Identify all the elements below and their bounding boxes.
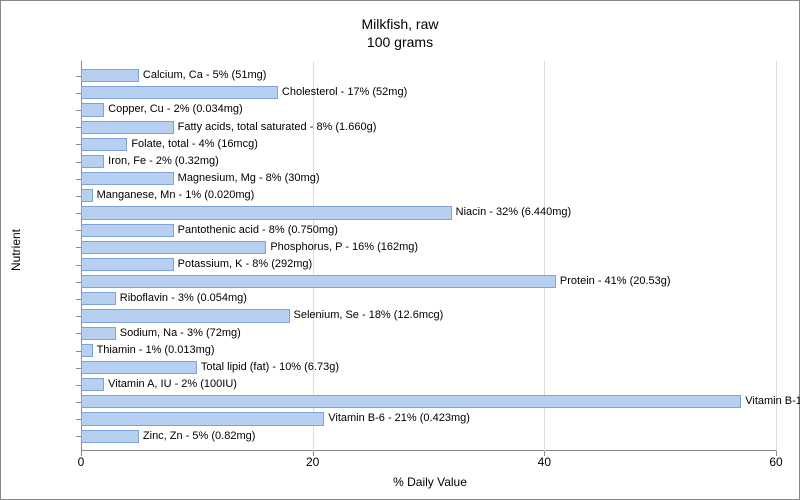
bars-group: Calcium, Ca - 5% (51mg) Cholesterol - 17%… (81, 67, 776, 445)
bar-row: Zinc, Zn - 5% (0.82mg) (81, 428, 776, 445)
bar-label: Vitamin B-12 - 57% (3.40mcg) (741, 393, 800, 410)
bar (81, 395, 741, 408)
y-axis-label: Nutrient (9, 229, 23, 271)
bar (81, 344, 93, 357)
bar-label: Copper, Cu - 2% (0.034mg) (104, 101, 243, 118)
bar-row: Protein - 41% (20.53g) (81, 273, 776, 290)
bar (81, 206, 452, 219)
bar-label: Cholesterol - 17% (52mg) (278, 84, 407, 101)
title-line2: 100 grams (367, 34, 433, 50)
bar (81, 378, 104, 391)
bar-row: Magnesium, Mg - 8% (30mg) (81, 170, 776, 187)
bar-row: Folate, total - 4% (16mcg) (81, 136, 776, 153)
plot-area: Calcium, Ca - 5% (51mg) Cholesterol - 17%… (81, 61, 776, 451)
bar-row: Vitamin B-12 - 57% (3.40mcg) (81, 393, 776, 410)
bar (81, 412, 324, 425)
x-tick-label: 40 (538, 455, 551, 469)
bar-label: Phosphorus, P - 16% (162mg) (266, 239, 418, 256)
bar-row: Iron, Fe - 2% (0.32mg) (81, 153, 776, 170)
bar-row: Calcium, Ca - 5% (51mg) (81, 67, 776, 84)
title-line1: Milkfish, raw (361, 16, 438, 32)
bar-label: Thiamin - 1% (0.013mg) (93, 342, 215, 359)
bar-row: Pantothenic acid - 8% (0.750mg) (81, 222, 776, 239)
x-tick-label: 20 (306, 455, 319, 469)
bar-label: Folate, total - 4% (16mcg) (127, 136, 258, 153)
bar (81, 86, 278, 99)
bar (81, 69, 139, 82)
bar (81, 121, 174, 134)
x-tick-label: 60 (769, 455, 782, 469)
bar (81, 327, 116, 340)
bar-label: Pantothenic acid - 8% (0.750mg) (174, 222, 338, 239)
bar-label: Sodium, Na - 3% (72mg) (116, 325, 241, 342)
chart-title: Milkfish, raw 100 grams (1, 15, 799, 51)
bar-row: Manganese, Mn - 1% (0.020mg) (81, 187, 776, 204)
x-axis-label: % Daily Value (393, 475, 467, 489)
bar-row: Total lipid (fat) - 10% (6.73g) (81, 359, 776, 376)
bar-row: Fatty acids, total saturated - 8% (1.660… (81, 119, 776, 136)
bar-label: Total lipid (fat) - 10% (6.73g) (197, 359, 339, 376)
chart-container: Milkfish, raw 100 grams Nutrient % Daily… (0, 0, 800, 500)
bar-label: Magnesium, Mg - 8% (30mg) (174, 170, 320, 187)
bar (81, 361, 197, 374)
bar (81, 103, 104, 116)
bar-row: Copper, Cu - 2% (0.034mg) (81, 101, 776, 118)
bar-row: Phosphorus, P - 16% (162mg) (81, 239, 776, 256)
bar (81, 138, 127, 151)
bar-label: Riboflavin - 3% (0.054mg) (116, 290, 247, 307)
bar-row: Cholesterol - 17% (52mg) (81, 84, 776, 101)
bar (81, 430, 139, 443)
bar-row: Vitamin B-6 - 21% (0.423mg) (81, 410, 776, 427)
bar-label: Fatty acids, total saturated - 8% (1.660… (174, 119, 377, 136)
bar-row: Potassium, K - 8% (292mg) (81, 256, 776, 273)
bar-label: Vitamin A, IU - 2% (100IU) (104, 376, 237, 393)
bar-row: Vitamin A, IU - 2% (100IU) (81, 376, 776, 393)
bar-label: Calcium, Ca - 5% (51mg) (139, 67, 266, 84)
bar (81, 155, 104, 168)
bar-label: Manganese, Mn - 1% (0.020mg) (93, 187, 255, 204)
bar-row: Selenium, Se - 18% (12.6mcg) (81, 307, 776, 324)
x-axis (81, 450, 776, 451)
bar (81, 224, 174, 237)
bar-label: Iron, Fe - 2% (0.32mg) (104, 153, 219, 170)
bar-label: Zinc, Zn - 5% (0.82mg) (139, 428, 255, 445)
bar-row: Niacin - 32% (6.440mg) (81, 204, 776, 221)
bar-label: Potassium, K - 8% (292mg) (174, 256, 313, 273)
bar-row: Thiamin - 1% (0.013mg) (81, 342, 776, 359)
bar (81, 172, 174, 185)
bar (81, 309, 290, 322)
bar-row: Riboflavin - 3% (0.054mg) (81, 290, 776, 307)
bar (81, 241, 266, 254)
bar (81, 258, 174, 271)
bar (81, 292, 116, 305)
bar (81, 275, 556, 288)
bar-row: Sodium, Na - 3% (72mg) (81, 325, 776, 342)
x-tick-label: 0 (78, 455, 85, 469)
bar-label: Niacin - 32% (6.440mg) (452, 204, 572, 221)
bar-label: Selenium, Se - 18% (12.6mcg) (290, 307, 444, 324)
bar (81, 189, 93, 202)
bar-label: Vitamin B-6 - 21% (0.423mg) (324, 410, 470, 427)
bar-label: Protein - 41% (20.53g) (556, 273, 671, 290)
